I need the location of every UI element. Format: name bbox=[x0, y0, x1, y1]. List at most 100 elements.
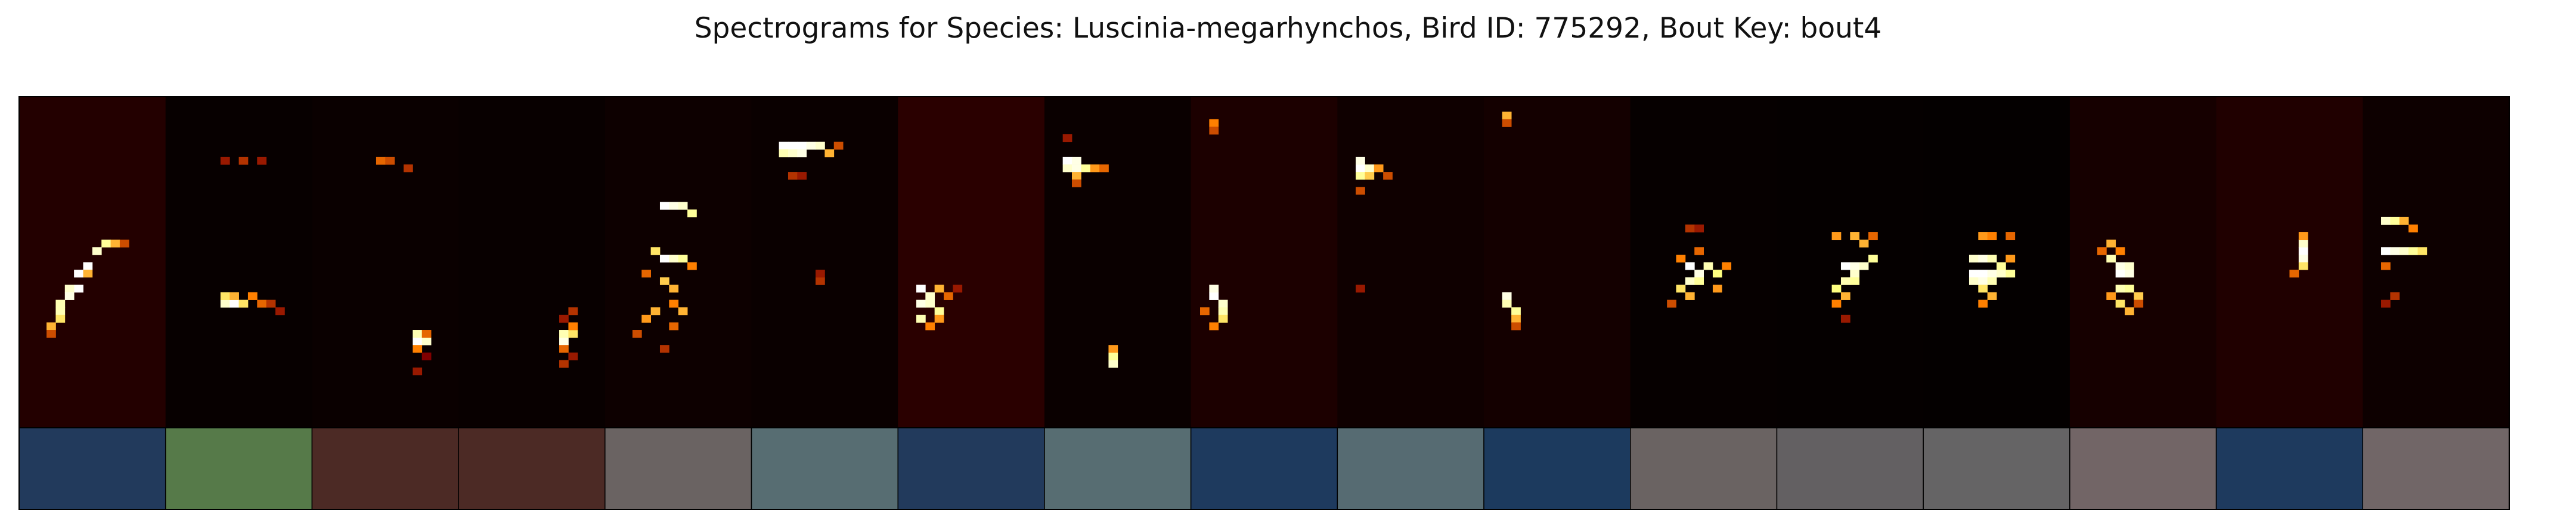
spectrogram-cell bbox=[1868, 232, 1878, 240]
label-block-16 bbox=[2215, 427, 2364, 510]
spectrogram-cell bbox=[687, 209, 697, 218]
spectrogram-cell bbox=[833, 141, 844, 150]
spectrogram-cell bbox=[1072, 172, 1081, 180]
spectrogram-cell bbox=[1072, 156, 1081, 165]
spectrogram-cell bbox=[1694, 270, 1704, 278]
spectrogram-cell bbox=[806, 141, 816, 150]
spectrogram-cell bbox=[2298, 247, 2308, 255]
spectrogram-cell bbox=[74, 285, 83, 293]
spectrogram-cell bbox=[1218, 307, 1228, 316]
spectrogram-cell bbox=[2289, 270, 2299, 278]
chart-title: Spectrograms for Species: Luscinia-megar… bbox=[694, 12, 1882, 45]
spectrogram-cell bbox=[779, 149, 789, 158]
spectrogram-segment-10 bbox=[1337, 97, 1484, 428]
label-block-3 bbox=[311, 427, 459, 510]
spectrogram-cell bbox=[1209, 119, 1219, 127]
spectrogram-cell bbox=[2125, 270, 2134, 278]
label-block-12 bbox=[1630, 427, 1778, 510]
spectrogram-cell bbox=[413, 337, 423, 345]
spectrogram-cell bbox=[2390, 217, 2400, 225]
spectrogram-segment-5 bbox=[605, 97, 752, 428]
spectrogram-cell bbox=[1200, 307, 1210, 316]
label-color-strip bbox=[18, 427, 2510, 510]
spectrogram-cell bbox=[1218, 299, 1228, 308]
spectrogram-cell bbox=[925, 292, 935, 300]
spectrogram-cell bbox=[55, 307, 66, 316]
spectrogram-cell bbox=[1108, 352, 1118, 360]
spectrogram-cell bbox=[1978, 254, 1988, 263]
spectrogram-segment-4 bbox=[458, 97, 606, 428]
spectrogram-cell bbox=[64, 285, 75, 293]
spectrogram-segment-7 bbox=[898, 97, 1045, 428]
label-block-10 bbox=[1337, 427, 1484, 510]
spectrogram-cell bbox=[1685, 262, 1695, 270]
spectrogram-cell bbox=[2134, 299, 2144, 308]
spectrogram-cell bbox=[74, 270, 83, 278]
spectrogram-cell bbox=[659, 345, 669, 353]
spectrogram-cell bbox=[2125, 285, 2134, 293]
spectrogram-cell bbox=[650, 247, 661, 255]
spectrogram-cell bbox=[413, 345, 423, 353]
label-block-7 bbox=[897, 427, 1045, 510]
spectrogram-cell bbox=[257, 156, 267, 165]
spectrogram-cell bbox=[257, 299, 267, 308]
spectrogram-cell bbox=[1840, 277, 1850, 285]
spectrogram-cell bbox=[1987, 232, 1997, 240]
spectrogram-segment-14 bbox=[1923, 97, 2070, 428]
spectrogram-cell bbox=[2005, 270, 2016, 278]
spectrogram-cell bbox=[247, 292, 258, 300]
spectrogram-cell bbox=[816, 277, 825, 285]
spectrogram-cell bbox=[275, 307, 285, 316]
spectrogram-cell bbox=[1356, 164, 1365, 172]
spectrogram-cell bbox=[1667, 299, 1676, 308]
spectrogram-cell bbox=[2125, 307, 2134, 316]
spectrogram-cell bbox=[2381, 262, 2391, 270]
spectrogram-cell bbox=[2298, 262, 2308, 270]
spectrogram-cell bbox=[2106, 292, 2116, 300]
spectrogram-cell bbox=[1365, 172, 1375, 180]
spectrogram-cell bbox=[1978, 270, 1988, 278]
spectrogram-cell bbox=[1365, 164, 1375, 172]
spectrogram-cell bbox=[238, 299, 249, 308]
spectrogram-cell bbox=[1859, 262, 1869, 270]
spectrogram-cell bbox=[650, 307, 661, 316]
spectrogram-cell bbox=[1831, 299, 1842, 308]
segment-background bbox=[1337, 97, 1484, 428]
spectrogram-cell bbox=[1978, 285, 1988, 293]
spectrogram-cell bbox=[2399, 217, 2409, 225]
spectrogram-cell bbox=[1356, 172, 1365, 180]
spectrogram-cell bbox=[2106, 239, 2116, 248]
spectrogram-cell bbox=[92, 247, 102, 255]
spectrogram-cell bbox=[816, 270, 825, 278]
label-block-1 bbox=[18, 427, 166, 510]
spectrogram-cell bbox=[1062, 164, 1072, 172]
spectrogram-cell bbox=[47, 322, 56, 331]
spectrogram-cell bbox=[687, 262, 697, 270]
spectrogram-cell bbox=[403, 164, 413, 172]
spectrogram-cell bbox=[641, 270, 652, 278]
spectrogram-segment-16 bbox=[2216, 97, 2363, 428]
label-block-13 bbox=[1776, 427, 1924, 510]
spectrogram-cell bbox=[1694, 224, 1704, 233]
spectrogram-cell bbox=[2005, 254, 2016, 263]
spectrogram-cell bbox=[1712, 285, 1722, 293]
label-block-15 bbox=[2069, 427, 2217, 510]
label-block-14 bbox=[1923, 427, 2070, 510]
spectrogram-cell bbox=[2298, 239, 2308, 248]
spectrogram-cell bbox=[669, 285, 679, 293]
spectrogram-cell bbox=[413, 330, 423, 338]
label-block-9 bbox=[1190, 427, 1338, 510]
spectrogram-cell bbox=[1978, 277, 1988, 285]
spectrogram-cell bbox=[788, 149, 798, 158]
spectrogram-cell bbox=[1969, 254, 1979, 263]
spectrogram-cell bbox=[824, 149, 835, 158]
spectrogram-cell bbox=[2408, 224, 2418, 233]
label-block-5 bbox=[605, 427, 752, 510]
spectrogram-cell bbox=[934, 307, 944, 316]
label-block-4 bbox=[458, 427, 606, 510]
spectrogram-cell bbox=[413, 368, 423, 376]
spectrogram-cell bbox=[2408, 247, 2418, 255]
spectrogram-cell bbox=[55, 299, 66, 308]
spectrogram-cell bbox=[568, 307, 578, 316]
spectrogram-cell bbox=[1209, 322, 1219, 331]
